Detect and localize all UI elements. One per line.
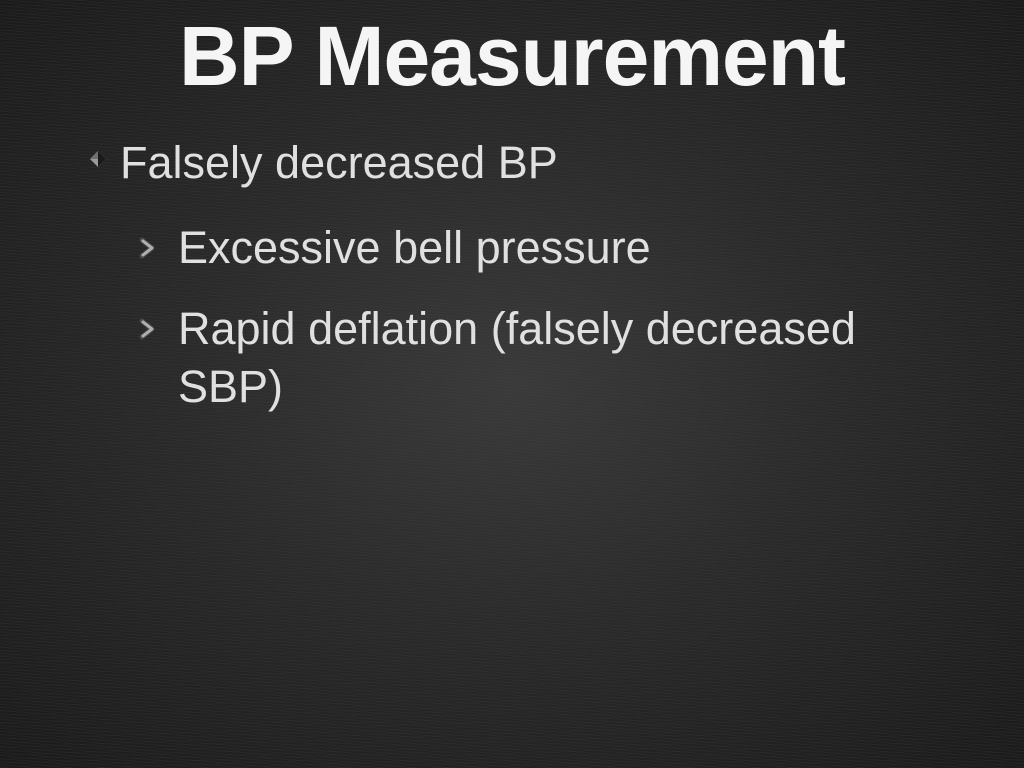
bullet-level1: Falsely decreased BP [90,135,964,191]
bullet-text: Falsely decreased BP [120,135,558,191]
chevron-right-icon [138,237,160,259]
bullet-text: Rapid deflation (falsely decreased SBP) [178,300,938,417]
bullet-level2: Excessive bell pressure [138,219,964,278]
diamond-bullet-icon [90,151,106,167]
slide-title: BP Measurement [0,0,1024,135]
chevron-right-icon [138,318,160,340]
bullet-level2: Rapid deflation (falsely decreased SBP) [138,300,964,417]
bullet-text: Excessive bell pressure [178,219,651,278]
slide-content: Falsely decreased BP Excessive bell pres… [0,135,1024,417]
presentation-slide: BP Measurement Falsely decreased BP Exce… [0,0,1024,768]
